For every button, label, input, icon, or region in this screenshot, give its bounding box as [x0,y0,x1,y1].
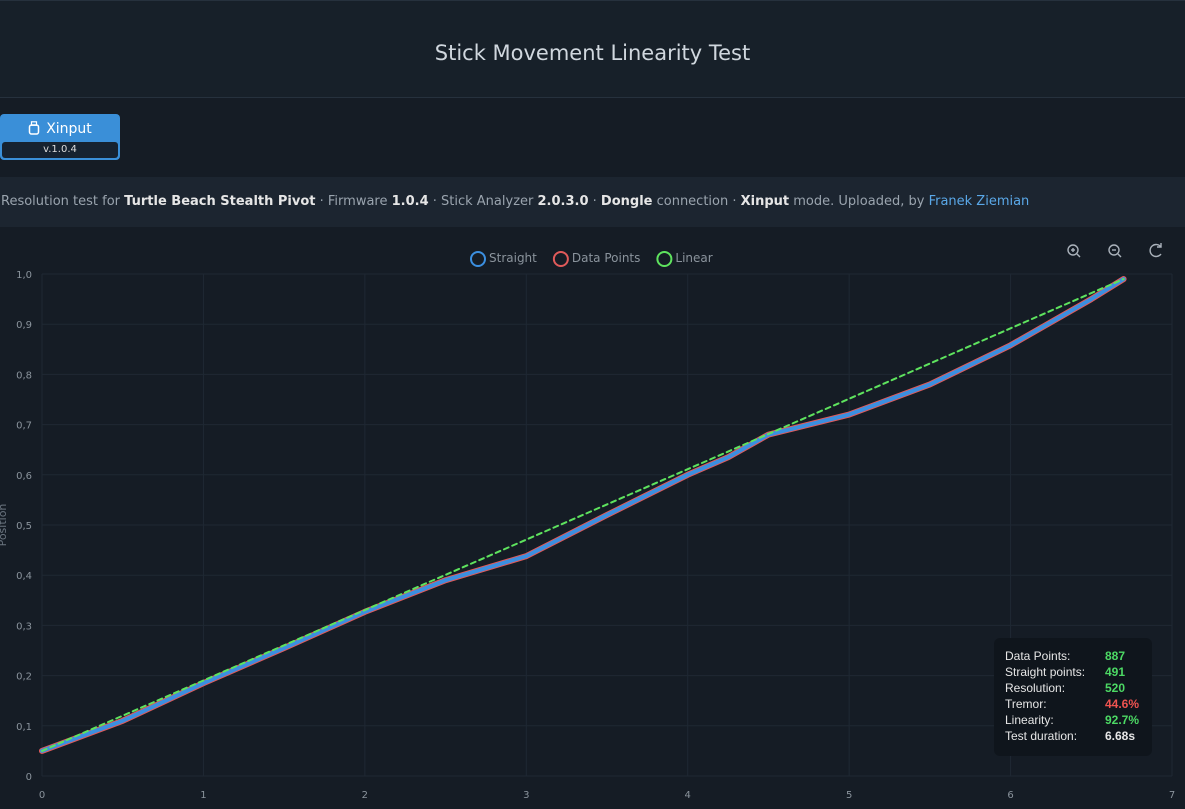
y-tick-label: 1,0 [16,270,32,281]
stat-label: Resolution: [1005,681,1066,695]
author-link[interactable]: Franek Ziemian [928,194,1030,209]
legend-label: Straight [489,251,537,265]
x-tick-label: 4 [685,790,691,801]
stat-value: 887 [1105,649,1126,663]
zoom-out-button[interactable] [1108,244,1122,258]
page-title: Stick Movement Linearity Test [434,41,751,65]
stat-row: Data Points: 887 [1005,649,1152,665]
desc-text: connection · [652,194,741,209]
stat-value: 520 [1105,681,1126,695]
y-tick-label: 0 [26,772,32,783]
description: Resolution test for Turtle Beach Stealth… [0,177,1185,227]
stat-label: Test duration: [1005,729,1078,743]
x-tick-label: 2 [362,790,368,801]
stat-value: 491 [1105,665,1126,679]
y-tick-label: 0,7 [16,421,32,432]
legend-label: Linear [675,251,712,265]
desc-firmware: 1.0.4 [391,194,429,209]
stat-row: Linearity: 92.7% [1005,713,1152,729]
mode-badge[interactable]: Xinput v.1.0.4 [0,114,120,160]
desc-device: Turtle Beach Stealth Pivot [124,194,316,209]
stat-label: Linearity: [1005,713,1054,727]
stat-row: Test duration: 6.68s [1005,729,1152,745]
desc-connection: Dongle [600,194,653,209]
x-tick-label: 0 [39,790,45,801]
x-tick-label: 3 [523,790,529,801]
legend-label: Data Points [572,251,641,265]
y-tick-label: 0,9 [16,320,32,331]
stat-label: Data Points: [1005,649,1071,663]
x-tick-label: 5 [846,790,852,801]
desc-text: Resolution test for [1,194,125,209]
legend-marker [470,251,486,267]
y-tick-label: 0,3 [16,621,32,632]
stat-value: 6.68s [1105,729,1136,743]
stat-row: Straight points: 491 [1005,665,1152,681]
reset-button[interactable] [1149,243,1162,258]
desc-text: mode. Uploaded, by [789,194,929,209]
stat-label: Straight points: [1005,665,1086,679]
x-tick-label: 1 [200,790,206,801]
desc-analyzer: 2.0.3.0 [537,194,589,209]
stat-value: 92.7% [1105,713,1140,727]
y-tick-label: 0,1 [16,722,32,733]
chart: Position 0 0,1 0,2 0,3 0,4 0,5 0,6 0,7 0,8 0,9 1,0… [0,243,1175,801]
y-tick-label: 0,8 [16,370,32,381]
y-tick-label: 0,2 [16,672,32,683]
badge-text: Xinput [46,121,92,137]
y-tick-label: 0,5 [16,521,32,532]
stat-row: Tremor: 44.6% [1005,697,1152,713]
y-tick-label: 0,6 [16,471,32,482]
y-tick-label: 0,4 [16,571,32,582]
series-line [41,278,1125,752]
y-axis-label: Position [0,504,9,547]
header: Stick Movement Linearity Test [0,0,1185,98]
stat-value: 44.6% [1105,697,1140,711]
usb-icon [28,121,40,135]
x-tick-label: 7 [1169,790,1175,801]
series-line [40,277,1126,753]
desc-mode: Xinput [740,194,790,209]
desc-text: · [588,194,601,209]
legend-marker [656,251,673,267]
legend-marker [552,251,569,267]
desc-text: · Firmware [315,194,392,209]
badge-version: v.1.0.4 [2,142,118,158]
desc-text: · Stick Analyzer [428,194,538,209]
stats-box: Data Points: 887 Straight points: 491 Resolu… [994,638,1152,756]
zoom-in-button[interactable] [1067,244,1081,258]
badge-label: Xinput [0,121,120,137]
x-tick-label: 6 [1007,790,1013,801]
stat-label: Tremor: [1005,697,1047,711]
stat-row: Resolution: 520 [1005,681,1152,697]
